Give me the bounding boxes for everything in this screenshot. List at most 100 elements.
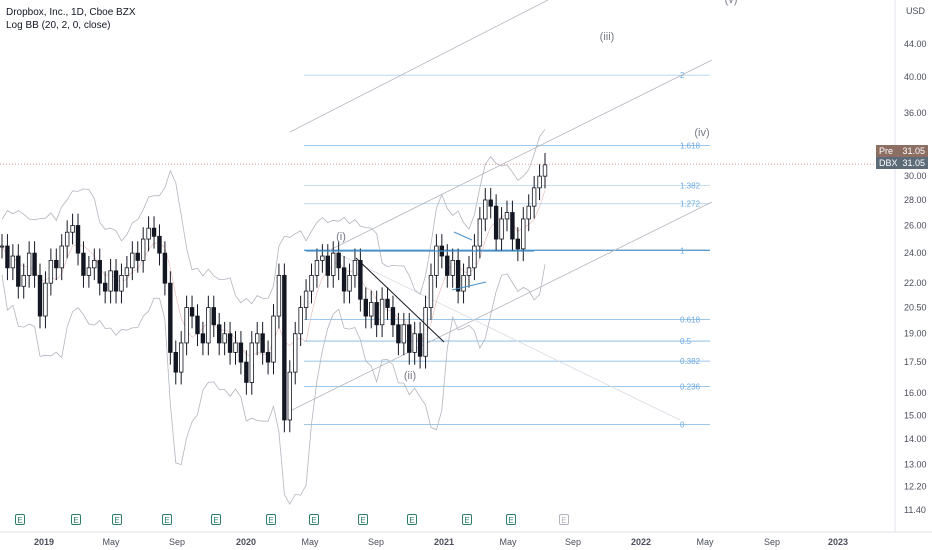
earnings-marker[interactable]: E (71, 514, 81, 525)
time-tick-label: 2022 (631, 537, 651, 547)
candle-body (92, 260, 97, 269)
price-tick-label: 36.00 (904, 108, 927, 118)
candle-body (352, 260, 358, 276)
earnings-marker[interactable]: E (462, 514, 472, 525)
earnings-marker[interactable]: E (15, 514, 25, 525)
time-tick-label: 2020 (236, 537, 256, 547)
candle-body (10, 255, 16, 269)
candle-body (206, 307, 211, 344)
candle-body (531, 187, 537, 207)
candle-body (314, 260, 320, 276)
chart-legend: Dropbox, Inc., 1D, Cboe BZX Log BB (20, … (6, 6, 136, 32)
bb-upper-band (1, 129, 546, 305)
candle-body (331, 252, 336, 276)
channel-fan-line (329, 249, 681, 421)
time-tick-label: Sep (169, 537, 185, 547)
earnings-marker[interactable]: E (309, 514, 319, 525)
fib-level-label: 0 (680, 421, 685, 430)
candle-body (309, 275, 314, 292)
earnings-marker[interactable]: E (162, 514, 172, 525)
earnings-marker[interactable]: E (211, 514, 221, 525)
candle-body (423, 307, 428, 357)
price-tick-label: 24.00 (904, 248, 927, 258)
candle-body (146, 227, 151, 240)
candle-body (130, 252, 135, 269)
candle-body (119, 275, 124, 292)
candle-body (504, 212, 510, 220)
candle-body (260, 333, 265, 353)
earnings-marker[interactable]: E (358, 514, 368, 525)
candle-body (16, 255, 21, 287)
price-tick-label: 16.00 (904, 388, 927, 398)
candle-body (488, 199, 493, 207)
time-tick-label: Sep (368, 537, 384, 547)
trendlines[interactable] (306, 231, 534, 343)
channel-lines[interactable] (287, 0, 713, 421)
candle-body (477, 218, 483, 247)
candle-body (0, 245, 5, 248)
earnings-marker[interactable]: E (559, 514, 569, 525)
candle-body (227, 333, 233, 353)
candle-body (450, 260, 455, 276)
price-axis[interactable]: 11.40 12.20 13.00 14.00 15.00 16.00 17.50 19.00… (904, 6, 927, 515)
candle-body (32, 252, 37, 276)
fib-level-label: 0.236 (680, 383, 701, 392)
candle-body (222, 333, 227, 344)
candle-body (75, 225, 81, 254)
channel-lower-line (287, 201, 713, 413)
candle-body (70, 225, 75, 233)
candle-body (178, 342, 184, 373)
candle-body (325, 255, 330, 276)
candle-body (461, 275, 466, 292)
candle-body (358, 260, 363, 300)
candle-body (195, 315, 200, 335)
earnings-marker[interactable]: E (506, 514, 516, 525)
pre-value: 31.05 (902, 146, 925, 156)
downtrend-line (355, 257, 445, 343)
candle-body (369, 302, 374, 317)
indicator-title[interactable]: Log BB (20, 2, 0, close) (6, 20, 111, 31)
candle-body (526, 205, 531, 220)
candle-body (238, 342, 244, 363)
candle-body (216, 324, 222, 344)
candle-body (249, 342, 254, 383)
pre-label: Pre (879, 146, 894, 156)
candle-body (162, 252, 168, 284)
candle-body (54, 260, 59, 269)
channel-middle-line (329, 59, 713, 251)
candle-body (211, 307, 216, 326)
channel-upper-line (289, 0, 549, 133)
fib-level-label: 1 (680, 246, 685, 255)
candle-body (515, 238, 521, 250)
candle-body (407, 324, 412, 353)
candle-body (542, 164, 548, 177)
symbol-title[interactable]: Dropbox, Inc., 1D, Cboe BZX (6, 7, 136, 18)
candle-body (135, 252, 140, 261)
time-tick-label: May (301, 537, 319, 547)
candle-body (499, 218, 504, 240)
price-tick-label: 28.00 (904, 195, 927, 205)
candle-body (412, 333, 417, 353)
earnings-marker[interactable]: E (266, 514, 276, 525)
fib-level-label: 1.618 (680, 141, 701, 150)
candle-body (374, 302, 379, 326)
wave-label: (iii) (600, 31, 615, 43)
candle-body (385, 298, 390, 308)
earnings-marker[interactable]: E (407, 514, 417, 525)
candle-body (428, 275, 434, 308)
candle-body (173, 352, 178, 373)
candle-body (140, 238, 146, 261)
fib-level-label: 1.272 (680, 200, 701, 209)
currency-label: USD (906, 6, 926, 16)
price-tick-label: 44.00 (904, 39, 927, 49)
candle-body (537, 175, 542, 189)
price-tick-label: 22.00 (904, 278, 927, 288)
earnings-marker[interactable]: E (112, 514, 122, 525)
time-axis[interactable]: 2019 May Sep 2020 May Sep 2021 May Sep 2022 May Sep… (34, 537, 848, 547)
price-tick-label: 30.00 (904, 171, 927, 181)
candle-body (466, 267, 472, 276)
time-tick-label: 2023 (828, 537, 848, 547)
candle-body (510, 212, 515, 240)
